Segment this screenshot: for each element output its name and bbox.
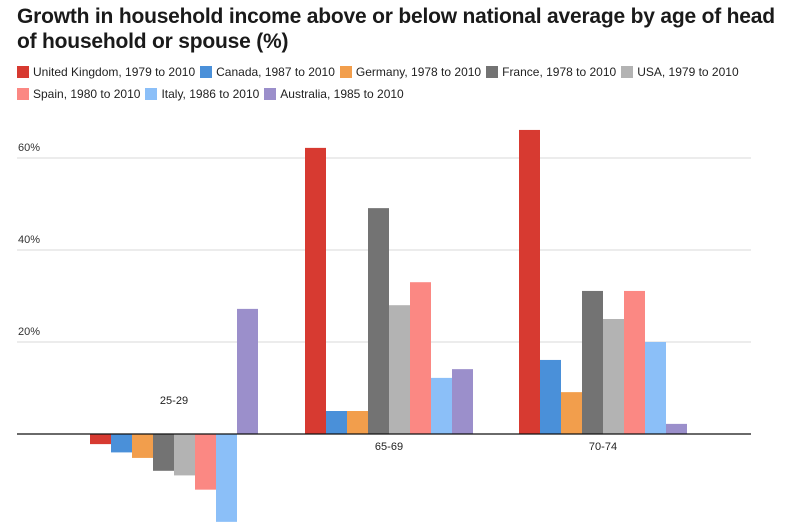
y-tick-label: 40% [18, 234, 40, 246]
legend-item-united-kingdom[interactable]: United Kingdom, 1979 to 2010 [17, 61, 195, 83]
bar-70-74-spain[interactable] [624, 290, 645, 434]
legend-label: Italy, 1986 to 2010 [161, 87, 260, 101]
category-label-70-74: 70-74 [589, 441, 617, 453]
legend-swatch [486, 66, 499, 78]
bar-65-69-france[interactable] [368, 208, 389, 434]
category-label-65-69: 65-69 [375, 441, 403, 453]
legend-label: USA, 1979 to 2010 [637, 65, 739, 79]
bar-65-69-spain[interactable] [410, 282, 431, 434]
legend-row-2: Spain, 1980 to 2010 Italy, 1986 to 2010 … [17, 83, 787, 105]
legend-label: Germany, 1978 to 2010 [355, 65, 482, 79]
bar-70-74-canada[interactable] [540, 359, 561, 434]
legend-item-germany[interactable]: Germany, 1978 to 2010 [339, 61, 482, 83]
legend-label: Australia, 1985 to 2010 [280, 87, 404, 101]
legend-swatch [145, 88, 158, 100]
bar-25-29-france[interactable] [153, 434, 174, 471]
chart-title: Growth in household income above or belo… [17, 5, 775, 53]
y-tick-label: 60% [18, 142, 40, 154]
bar-65-69-australia[interactable] [452, 369, 473, 434]
bar-25-29-australia[interactable] [237, 308, 258, 434]
bar-70-74-australia[interactable] [666, 423, 687, 434]
bar-25-29-canada[interactable] [111, 434, 132, 453]
legend-item-spain[interactable]: Spain, 1980 to 2010 [17, 83, 140, 105]
legend-row-1: United Kingdom, 1979 to 2010 Canada, 198… [17, 61, 787, 83]
legend-item-france[interactable]: France, 1978 to 2010 [486, 61, 616, 83]
bar-70-74-usa[interactable] [603, 319, 624, 434]
legend-swatch [200, 66, 213, 78]
legend-item-usa[interactable]: USA, 1979 to 2010 [621, 61, 739, 83]
bar-25-29-united-kingdom[interactable] [90, 434, 111, 445]
category-label-25-29: 25-29 [160, 395, 188, 407]
y-tick-label: 20% [18, 326, 40, 338]
bar-25-29-italy[interactable] [216, 434, 237, 522]
bar-70-74-italy[interactable] [645, 342, 666, 434]
bar-70-74-germany[interactable] [561, 392, 582, 434]
bar-65-69-usa[interactable] [389, 305, 410, 434]
bar-65-69-italy[interactable] [431, 377, 452, 434]
bar-25-29-usa[interactable] [174, 434, 195, 476]
legend-label: Canada, 1987 to 2010 [216, 65, 335, 79]
bar-70-74-france[interactable] [582, 290, 603, 434]
bar-65-69-canada[interactable] [326, 411, 347, 434]
legend-item-italy[interactable]: Italy, 1986 to 2010 [145, 83, 259, 105]
legend-label: Spain, 1980 to 2010 [33, 87, 141, 101]
bar-65-69-germany[interactable] [347, 411, 368, 434]
legend-swatch [264, 88, 277, 100]
legend-label: France, 1978 to 2010 [502, 65, 617, 79]
bar-70-74-united-kingdom[interactable] [519, 129, 540, 434]
bar-65-69-united-kingdom[interactable] [305, 147, 326, 434]
bar-25-29-germany[interactable] [132, 434, 153, 458]
legend-swatch [17, 66, 29, 78]
category-labels: 25-29 65-69 70-74 [160, 395, 617, 453]
legend-item-australia[interactable]: Australia, 1985 to 2010 [264, 83, 404, 105]
legend-label: United Kingdom, 1979 to 2010 [33, 65, 196, 79]
legend: United Kingdom, 1979 to 2010 Canada, 198… [17, 61, 787, 105]
legend-swatch [621, 66, 634, 78]
bar-25-29-spain[interactable] [195, 434, 216, 490]
legend-swatch [17, 88, 29, 100]
legend-swatch [339, 66, 352, 78]
bars [90, 129, 687, 522]
legend-item-canada[interactable]: Canada, 1987 to 2010 [200, 61, 335, 83]
